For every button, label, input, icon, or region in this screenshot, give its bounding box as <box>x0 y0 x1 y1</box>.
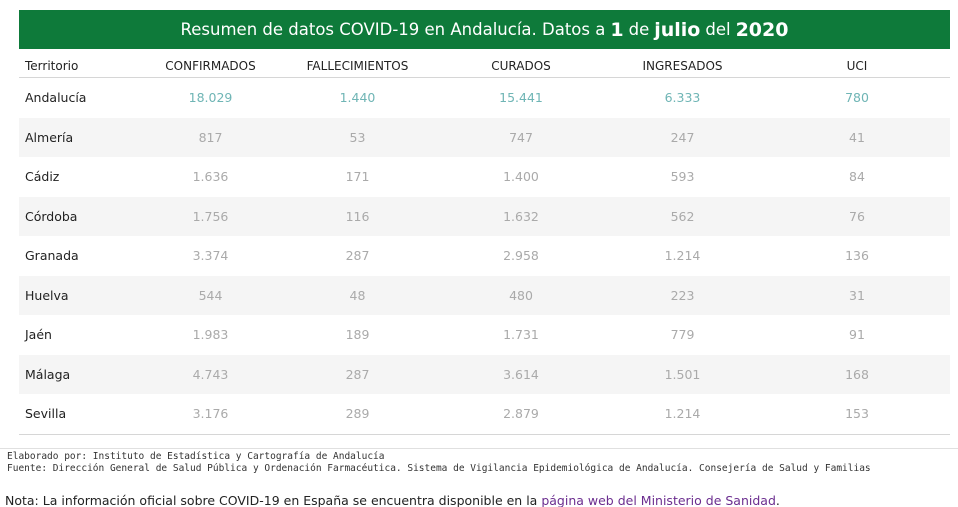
value-uci: 780 <box>845 90 869 106</box>
value-uci: 153 <box>764 394 950 435</box>
banner-del: del <box>705 20 731 39</box>
header-fallecimientos: FALLECIMIENTOS <box>274 55 441 78</box>
banner-year: 2020 <box>735 18 789 41</box>
value-fallecimientos: 116 <box>274 196 441 236</box>
territory-name: Jaén <box>25 327 52 343</box>
territory-name: Andalucía <box>25 90 87 106</box>
value-curados: 1.632 <box>441 196 601 236</box>
note-end: . <box>775 493 780 507</box>
footer-divider <box>0 448 958 449</box>
covid-data-table: Territorio CONFIRMADOS FALLECIMIENTOS CU… <box>19 55 950 435</box>
value-confirmados: 1.756 <box>147 196 274 236</box>
value-ingresados: 779 <box>670 327 695 343</box>
value-confirmados: 3.374 <box>192 248 229 264</box>
value-curados: 1.400 <box>503 169 539 185</box>
value-confirmados: 18.029 <box>188 90 233 106</box>
value-curados: 15.441 <box>499 90 543 106</box>
territory-name: Almería <box>19 117 147 157</box>
credits-elaborado: Elaborado por: Instituto de Estadística … <box>7 451 385 462</box>
value-fallecimientos: 1.440 <box>339 90 376 106</box>
territory-name: Córdoba <box>19 196 147 236</box>
header-curados: CURADOS <box>441 55 601 78</box>
header-uci: UCI <box>764 55 950 78</box>
value-fallecimientos: 287 <box>274 354 441 394</box>
value-confirmados: 3.176 <box>147 394 274 435</box>
table-row: Málaga 4.743 287 3.614 1.501 168 <box>19 354 950 394</box>
value-ingresados: 1.214 <box>601 394 764 435</box>
territory-name: Málaga <box>19 354 147 394</box>
value-uci: 76 <box>764 196 950 236</box>
value-ingresados: 562 <box>601 196 764 236</box>
credits-block: Elaborado por: Instituto de Estadística … <box>7 451 871 475</box>
value-fallecimientos: 53 <box>274 117 441 157</box>
value-fallecimientos: 171 <box>345 169 370 185</box>
value-confirmados: 817 <box>147 117 274 157</box>
summary-banner: Resumen de datos COVID-19 en Andalucía. … <box>19 10 950 49</box>
value-curados: 2.958 <box>503 248 539 264</box>
value-confirmados: 544 <box>147 275 274 315</box>
value-curados: 1.731 <box>503 327 539 343</box>
header-territorio: Territorio <box>19 55 147 78</box>
note-line: Nota: La información oficial sobre COVID… <box>5 493 780 507</box>
value-uci: 91 <box>849 327 865 343</box>
territory-name: Sevilla <box>19 394 147 435</box>
territory-name: Granada <box>25 248 79 264</box>
territory-name: Huelva <box>19 275 147 315</box>
table-row: Huelva 544 48 480 223 31 <box>19 275 950 315</box>
table-header-row: Territorio CONFIRMADOS FALLECIMIENTOS CU… <box>19 55 950 78</box>
value-uci: 41 <box>764 117 950 157</box>
banner-de: de <box>628 20 650 39</box>
value-fallecimientos: 48 <box>274 275 441 315</box>
table-row-total: Andalucía 18.029 1.440 15.441 6.333 780 <box>19 78 950 118</box>
value-curados: 480 <box>441 275 601 315</box>
ministerio-link[interactable]: página web del Ministerio de Sanidad <box>541 493 776 507</box>
value-ingresados: 223 <box>601 275 764 315</box>
header-ingresados: INGRESADOS <box>601 55 764 78</box>
table-row: Sevilla 3.176 289 2.879 1.214 153 <box>19 394 950 435</box>
value-ingresados: 593 <box>670 169 695 185</box>
value-curados: 2.879 <box>441 394 601 435</box>
value-ingresados: 1.214 <box>664 248 701 264</box>
value-curados: 3.614 <box>441 354 601 394</box>
value-ingresados: 247 <box>601 117 764 157</box>
value-ingresados: 6.333 <box>664 90 701 106</box>
value-confirmados: 4.743 <box>147 354 274 394</box>
value-fallecimientos: 189 <box>345 327 370 343</box>
value-confirmados: 1.636 <box>192 169 229 185</box>
value-fallecimientos: 287 <box>345 248 370 264</box>
table-row: Córdoba 1.756 116 1.632 562 76 <box>19 196 950 236</box>
value-ingresados: 1.501 <box>601 354 764 394</box>
value-uci: 31 <box>764 275 950 315</box>
table-row: Almería 817 53 747 247 41 <box>19 117 950 157</box>
value-uci: 84 <box>849 169 865 185</box>
table-row: Jaén 1.983 189 1.731 779 91 <box>19 315 950 355</box>
table-row: Granada 3.374 287 2.958 1.214 136 <box>19 236 950 276</box>
credits-fuente: Fuente: Dirección General de Salud Públi… <box>7 463 871 474</box>
value-curados: 747 <box>441 117 601 157</box>
banner-day: 1 <box>610 18 624 41</box>
banner-prefix: Resumen de datos COVID-19 en Andalucía. … <box>180 20 606 39</box>
table-row: Cádiz 1.636 171 1.400 593 84 <box>19 157 950 197</box>
covid-summary-panel: Resumen de datos COVID-19 en Andalucía. … <box>19 10 950 435</box>
territory-name: Cádiz <box>25 169 60 185</box>
value-confirmados: 1.983 <box>192 327 229 343</box>
note-text: Nota: La información oficial sobre COVID… <box>5 493 538 507</box>
header-confirmados: CONFIRMADOS <box>147 55 274 78</box>
value-fallecimientos: 289 <box>274 394 441 435</box>
banner-month: julio <box>654 18 701 41</box>
value-uci: 136 <box>845 248 869 264</box>
value-uci: 168 <box>764 354 950 394</box>
